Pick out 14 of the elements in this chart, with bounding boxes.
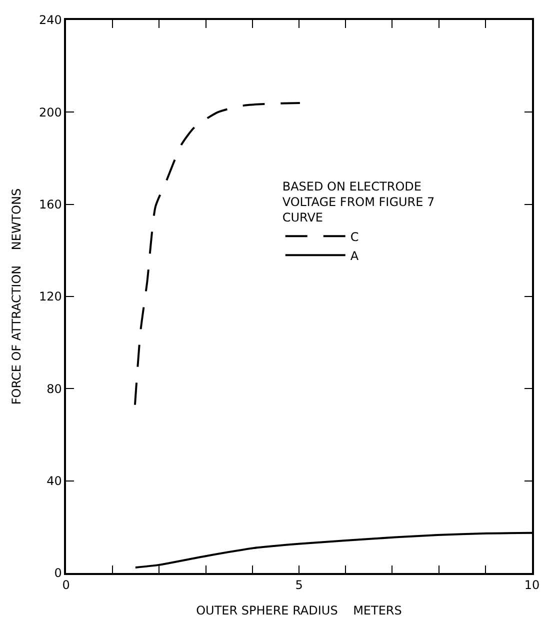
y-tick-label: 40: [46, 474, 62, 488]
x-axis-title: OUTER SPHERE RADIUS METERS: [196, 604, 402, 618]
legend-label: C: [350, 230, 359, 244]
y-tick-label: 200: [38, 105, 62, 120]
y-tick-label: 240: [38, 13, 62, 28]
x-tick-label: 10: [524, 578, 540, 592]
y-tick-label: 80: [46, 382, 62, 396]
x-tick-label: 5: [295, 578, 303, 592]
legend-title: BASED ON ELECTRODE VOLTAGE FROM FIGURE 7 CURVE: [282, 179, 435, 225]
legend-label: A: [350, 248, 360, 263]
y-axis-title: FORCE OF ATTRACTION NEWTONS: [10, 188, 24, 405]
y-tick-label: 160: [38, 198, 62, 212]
y-tick-label: 120: [38, 290, 62, 304]
y-tick-label: 0: [54, 566, 62, 580]
